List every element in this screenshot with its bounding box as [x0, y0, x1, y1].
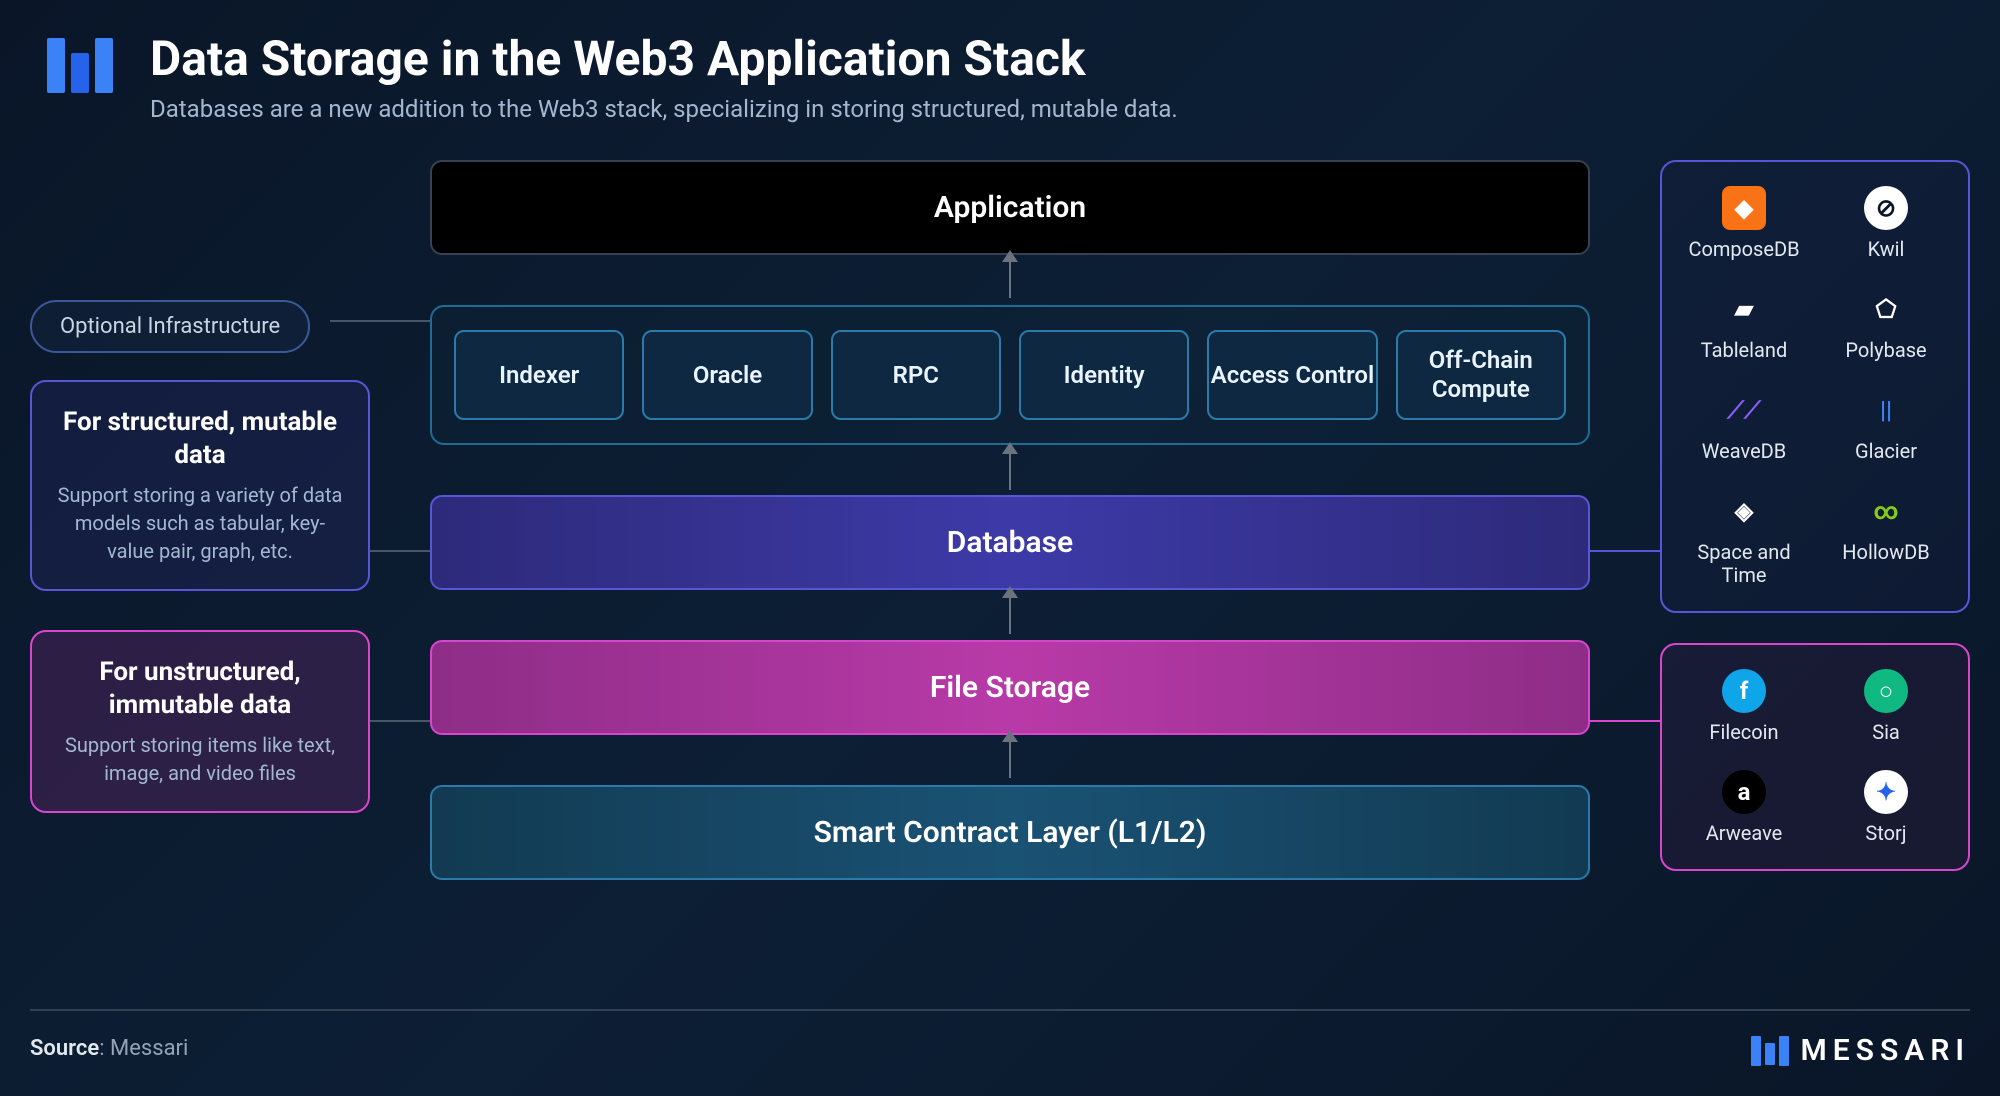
source-prefix: Source	[30, 1036, 99, 1061]
header: Data Storage in the Web3 Application Sta…	[40, 30, 1178, 123]
provider-icon: ▰	[1722, 287, 1766, 331]
card-unstructured-data: For unstructured, immutable data Support…	[30, 630, 370, 813]
card-structured-body: Support storing a variety of data models…	[52, 481, 348, 565]
infra-item-oracle: Oracle	[642, 330, 812, 420]
layer-file-storage: File Storage	[430, 640, 1590, 735]
layer-application-label: Application	[934, 190, 1086, 225]
footer-brand-text: MESSARI	[1801, 1033, 1971, 1068]
messari-logo-icon	[40, 30, 120, 100]
messari-logo-icon	[1751, 1036, 1789, 1066]
layer-file-storage-label: File Storage	[930, 670, 1090, 705]
provider-icon: ⬠	[1864, 287, 1908, 331]
infra-item-rpc: RPC	[831, 330, 1001, 420]
infra-item-indexer: Indexer	[454, 330, 624, 420]
layer-database: Database	[430, 495, 1590, 590]
right-column: ◆ ComposeDB ⊘ Kwil ▰ Tableland ⬠ Polybase ⟋⟋ Weav…	[1660, 160, 1970, 871]
stack-column: Application IndexerOracleRPCIdentityAcce…	[430, 160, 1590, 976]
title-block: Data Storage in the Web3 Application Sta…	[150, 30, 1178, 123]
provider-label: Filecoin	[1709, 721, 1778, 744]
infra-item-off-chain-compute: Off-Chain Compute	[1396, 330, 1566, 420]
provider-label: Glacier	[1855, 440, 1917, 463]
connector-line	[370, 550, 430, 552]
layer-application: Application	[430, 160, 1590, 255]
infra-item-identity: Identity	[1019, 330, 1189, 420]
provider-label: Storj	[1865, 822, 1906, 845]
provider-label: Space and Time	[1678, 541, 1810, 587]
provider-label: Kwil	[1868, 238, 1905, 261]
diagram-main: Application IndexerOracleRPCIdentityAcce…	[30, 160, 1970, 976]
fs-provider-filecoin: f Filecoin	[1678, 669, 1810, 744]
page-title: Data Storage in the Web3 Application Sta…	[150, 30, 1178, 87]
provider-label: Sia	[1872, 721, 1900, 744]
layer-database-label: Database	[947, 525, 1073, 560]
layer-optional-infrastructure: IndexerOracleRPCIdentityAccess ControlOf…	[430, 305, 1590, 445]
provider-label: Polybase	[1845, 339, 1926, 362]
provider-icon: f	[1722, 669, 1766, 713]
fs-provider-storj: ✦ Storj	[1820, 770, 1952, 845]
provider-icon: ◆	[1722, 186, 1766, 230]
arrow-icon	[1009, 596, 1011, 634]
provider-icon: a	[1722, 770, 1766, 814]
arrow-icon	[1009, 452, 1011, 490]
source-attribution: Source: Messari	[30, 1036, 188, 1061]
card-structured-data: For structured, mutable data Support sto…	[30, 380, 370, 591]
card-unstructured-body: Support storing items like text, image, …	[52, 731, 348, 787]
card-structured-title: For structured, mutable data	[52, 406, 348, 471]
card-unstructured-title: For unstructured, immutable data	[52, 656, 348, 721]
page-subtitle: Databases are a new addition to the Web3…	[150, 95, 1178, 123]
arrow-icon	[1009, 740, 1011, 778]
db-provider-weavedb: ⟋⟋ WeaveDB	[1678, 388, 1810, 463]
layer-smart-contract-label: Smart Contract Layer (L1/L2)	[814, 815, 1207, 850]
connector-line	[370, 720, 430, 722]
connector-line	[330, 320, 430, 322]
db-provider-composedb: ◆ ComposeDB	[1678, 186, 1810, 261]
fs-provider-arweave: a Arweave	[1678, 770, 1810, 845]
provider-icon: ◈	[1722, 489, 1766, 533]
fs-provider-sia: ○ Sia	[1820, 669, 1952, 744]
footer-brand: MESSARI	[1751, 1033, 1971, 1068]
provider-icon: ∞	[1864, 489, 1908, 533]
arrow-icon	[1009, 260, 1011, 298]
provider-icon: ○	[1864, 669, 1908, 713]
footer-divider	[30, 1009, 1970, 1011]
provider-label: HollowDB	[1842, 541, 1929, 564]
db-provider-space-and-time: ◈ Space and Time	[1678, 489, 1810, 587]
db-provider-polybase: ⬠ Polybase	[1820, 287, 1952, 362]
connector-line	[1590, 550, 1660, 552]
layer-smart-contract: Smart Contract Layer (L1/L2)	[430, 785, 1590, 880]
db-provider-glacier: || Glacier	[1820, 388, 1952, 463]
provider-icon: ✦	[1864, 770, 1908, 814]
database-providers-panel: ◆ ComposeDB ⊘ Kwil ▰ Tableland ⬠ Polybase ⟋⟋ Weav…	[1660, 160, 1970, 613]
provider-icon: ⟋⟋	[1722, 388, 1766, 432]
provider-icon: ⊘	[1864, 186, 1908, 230]
provider-label: WeaveDB	[1702, 440, 1787, 463]
provider-label: Tableland	[1701, 339, 1787, 362]
provider-label: ComposeDB	[1688, 238, 1799, 261]
connector-line	[1590, 720, 1660, 722]
optional-infrastructure-badge: Optional Infrastructure	[30, 300, 310, 353]
filestorage-providers-panel: f Filecoin ○ Sia a Arweave ✦ Storj	[1660, 643, 1970, 871]
db-provider-kwil: ⊘ Kwil	[1820, 186, 1952, 261]
provider-label: Arweave	[1706, 822, 1783, 845]
db-provider-tableland: ▰ Tableland	[1678, 287, 1810, 362]
db-provider-hollowdb: ∞ HollowDB	[1820, 489, 1952, 587]
infra-item-access-control: Access Control	[1207, 330, 1377, 420]
provider-icon: ||	[1864, 388, 1908, 432]
source-value: Messari	[110, 1036, 188, 1061]
